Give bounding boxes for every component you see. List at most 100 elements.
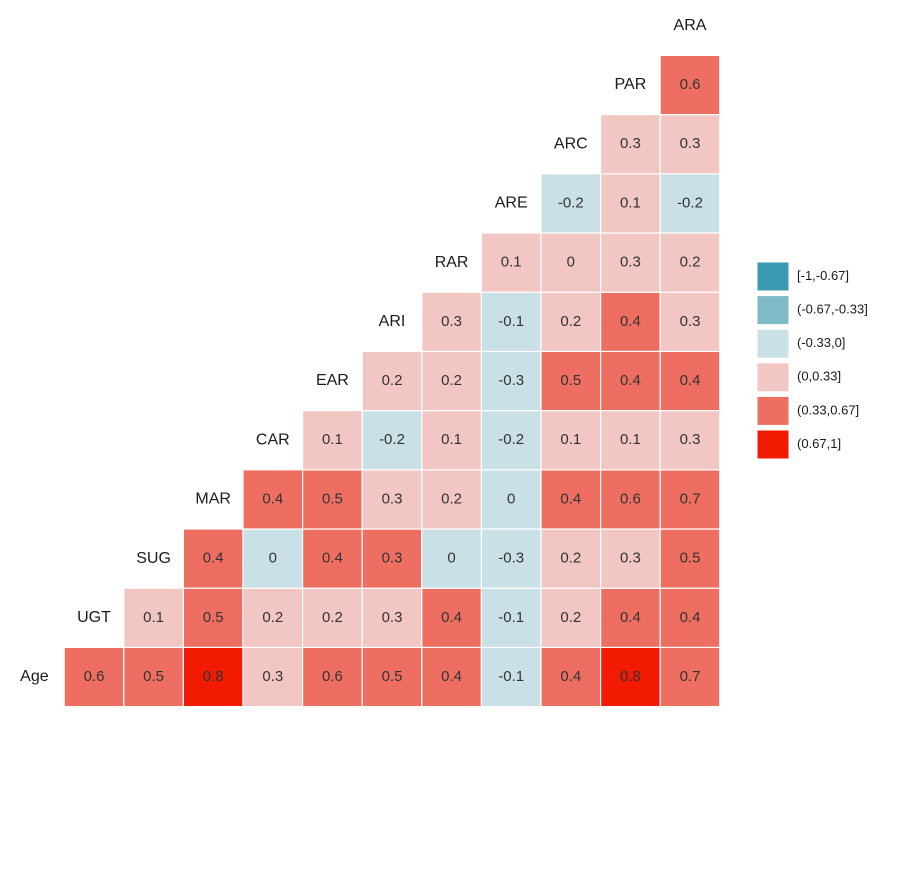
cell-value: -0.2 bbox=[379, 431, 405, 448]
legend-label: (0,0.33] bbox=[797, 369, 841, 384]
cell bbox=[480, 291, 542, 353]
cell-value: 0.2 bbox=[382, 372, 403, 389]
variable-label: ARA bbox=[674, 17, 707, 34]
cell-value: 0 bbox=[567, 254, 575, 271]
cell bbox=[421, 469, 482, 530]
cell-value: 0 bbox=[447, 550, 455, 567]
variable-label: CAR bbox=[256, 431, 290, 448]
cell-value: 0.4 bbox=[680, 372, 701, 389]
cell-value: 0.2 bbox=[441, 372, 462, 389]
cell bbox=[242, 469, 304, 530]
cell bbox=[659, 587, 721, 649]
cell bbox=[540, 350, 602, 412]
cell bbox=[480, 587, 542, 649]
cell bbox=[659, 410, 721, 471]
variable-label: Age bbox=[20, 668, 49, 685]
cell-value: 0 bbox=[507, 490, 515, 507]
cell-value: 0.2 bbox=[560, 313, 581, 330]
cell bbox=[361, 646, 423, 708]
cell-value: 0.8 bbox=[203, 668, 224, 685]
cell-value: 0.3 bbox=[620, 254, 641, 271]
variable-label: ARI bbox=[379, 313, 406, 330]
cell bbox=[659, 173, 721, 234]
cell bbox=[63, 646, 125, 708]
cell-value: 0.4 bbox=[620, 313, 641, 330]
cell-value: 0.3 bbox=[382, 550, 403, 567]
cell-value: 0.4 bbox=[322, 550, 343, 567]
cell-value: 0.4 bbox=[441, 609, 462, 626]
legend-swatch bbox=[756, 261, 790, 292]
cell-value: 0.2 bbox=[322, 609, 343, 626]
cell-value: -0.1 bbox=[498, 313, 524, 330]
cell bbox=[480, 232, 542, 293]
cell-value: -0.1 bbox=[498, 609, 524, 626]
legend-label: (0.67,1] bbox=[797, 436, 841, 451]
cell bbox=[599, 232, 661, 293]
cell-value: 0.5 bbox=[143, 668, 164, 685]
cell-value: 0.1 bbox=[322, 431, 343, 448]
cell-value: 0.4 bbox=[262, 490, 283, 507]
cell bbox=[480, 528, 542, 589]
cell-value: 0.4 bbox=[203, 550, 224, 567]
variable-label: UGT bbox=[77, 609, 111, 626]
cell bbox=[540, 528, 602, 589]
cell bbox=[659, 113, 721, 175]
cell-value: 0.2 bbox=[560, 609, 581, 626]
cell-value: 0.3 bbox=[382, 609, 403, 626]
cell-value: 0.2 bbox=[262, 609, 283, 626]
cell bbox=[599, 113, 661, 175]
cell-value: 0.1 bbox=[501, 254, 522, 271]
cell bbox=[659, 54, 721, 116]
cell-value: 0.4 bbox=[560, 668, 581, 685]
cell-value: 0.1 bbox=[620, 194, 641, 211]
cell-value: 0 bbox=[269, 550, 277, 567]
legend-swatch bbox=[756, 395, 790, 426]
cell bbox=[599, 646, 661, 708]
variable-label: RAR bbox=[435, 254, 469, 271]
cell-value: 0.4 bbox=[620, 609, 641, 626]
cell bbox=[480, 646, 542, 708]
legend-label: (-0.33,0] bbox=[797, 335, 845, 350]
cell-value: 0.4 bbox=[560, 490, 581, 507]
cell-value: 0.4 bbox=[680, 609, 701, 626]
cell bbox=[302, 646, 363, 708]
variable-label: PAR bbox=[615, 76, 647, 93]
cell bbox=[540, 646, 602, 708]
cell-value: 0.3 bbox=[680, 431, 701, 448]
cell-value: 0.7 bbox=[680, 490, 701, 507]
cell-value: 0.3 bbox=[382, 490, 403, 507]
legend-label: (0.33,0.67] bbox=[797, 402, 859, 417]
cell-value: 0.5 bbox=[560, 372, 581, 389]
cell bbox=[659, 646, 721, 708]
cell-value: 0.8 bbox=[620, 668, 641, 685]
cell-value: 0.5 bbox=[382, 668, 403, 685]
cell-value: 0.2 bbox=[680, 254, 701, 271]
cell-value: 0.5 bbox=[203, 609, 224, 626]
variable-label: MAR bbox=[195, 491, 231, 508]
cell bbox=[540, 469, 602, 530]
cell bbox=[361, 350, 423, 412]
cell-value: 0.5 bbox=[322, 490, 343, 507]
cell bbox=[123, 587, 185, 649]
cell-value: -0.3 bbox=[498, 372, 524, 389]
variable-label: SUG bbox=[136, 550, 171, 567]
cell bbox=[421, 646, 482, 708]
cell-value: 0.3 bbox=[441, 313, 462, 330]
cell bbox=[480, 469, 542, 530]
cell bbox=[540, 587, 602, 649]
variable-label: EAR bbox=[316, 372, 349, 389]
variable-label: ARC bbox=[554, 135, 588, 152]
cell-value: -0.1 bbox=[498, 668, 524, 685]
cell-value: 0.3 bbox=[620, 550, 641, 567]
cell bbox=[421, 410, 482, 471]
cell-value: 0.2 bbox=[441, 490, 462, 507]
legend-swatch bbox=[756, 429, 790, 460]
cell-value: 0.1 bbox=[143, 609, 164, 626]
legend-swatch bbox=[756, 328, 790, 359]
cell bbox=[480, 350, 542, 412]
cell bbox=[540, 173, 602, 234]
cell-value: 0.4 bbox=[620, 372, 641, 389]
cell-value: 0.3 bbox=[262, 668, 283, 685]
cell-value: -0.3 bbox=[498, 550, 524, 567]
